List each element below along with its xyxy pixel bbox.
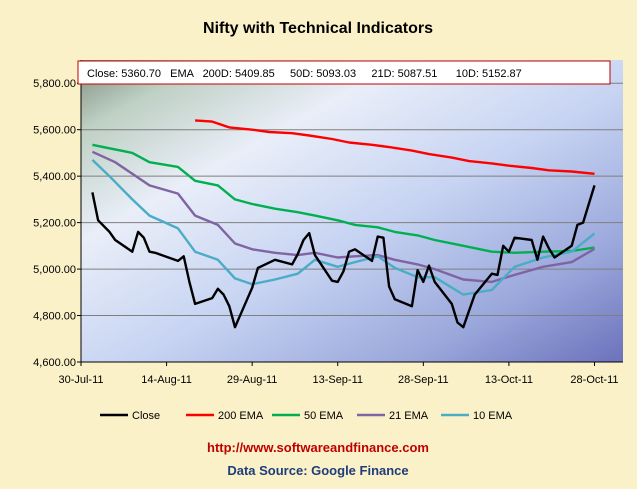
series-line-21-ema [91, 150, 596, 284]
legend-label-200-ema: 200 EMA [218, 410, 264, 422]
legend: Close 200 EMA 50 EMA 21 EMA 10 EMA [100, 410, 513, 422]
plot-area [81, 60, 623, 362]
series-line-10-ema [91, 159, 596, 296]
legend-label-50-ema: 50 EMA [304, 410, 344, 422]
axes: 4,600.00 4,800.00 5,000.00 5,200.00 5,400.00… [33, 60, 623, 386]
series-line-close [91, 185, 596, 329]
x-tick-label: 28-Sep-11 [398, 374, 449, 386]
y-tick-label: 5,000.00 [33, 264, 76, 276]
footer-url[interactable]: http://www.softwareandfinance.com [207, 440, 429, 455]
y-tick-label: 5,600.00 [33, 125, 76, 137]
series-line-50-ema [92, 143, 595, 255]
y-tick-label: 5,400.00 [33, 171, 76, 183]
legend-label-21-ema: 21 EMA [389, 410, 429, 422]
series-lines [91, 119, 596, 329]
info-box-text: Close: 5360.70 EMA 200D: 5409.85 50D: 50… [87, 68, 522, 80]
x-tick-label: 28-Oct-11 [570, 374, 618, 386]
info-box: Close: 5360.70 EMA 200D: 5409.85 50D: 50… [77, 60, 611, 85]
x-tick-label: 30-Jul-11 [58, 374, 103, 386]
legend-label-close: Close [132, 410, 160, 422]
x-tick-label: 14-Aug-11 [141, 374, 192, 386]
y-tick-label: 4,600.00 [33, 357, 76, 369]
legend-label-10-ema: 10 EMA [473, 410, 513, 422]
x-tick-label: 29-Aug-11 [227, 374, 278, 386]
y-tick-label: 4,800.00 [33, 311, 76, 323]
x-tick-label: 13-Oct-11 [485, 374, 533, 386]
y-tick-label: 5,800.00 [33, 78, 76, 90]
footer-source: Data Source: Google Finance [227, 463, 408, 478]
chart-title: Nifty with Technical Indicators [203, 20, 433, 37]
x-tick-label: 13-Sep-11 [312, 374, 363, 386]
series-line-200-ema [195, 119, 595, 175]
y-tick-label: 5,200.00 [33, 218, 76, 230]
